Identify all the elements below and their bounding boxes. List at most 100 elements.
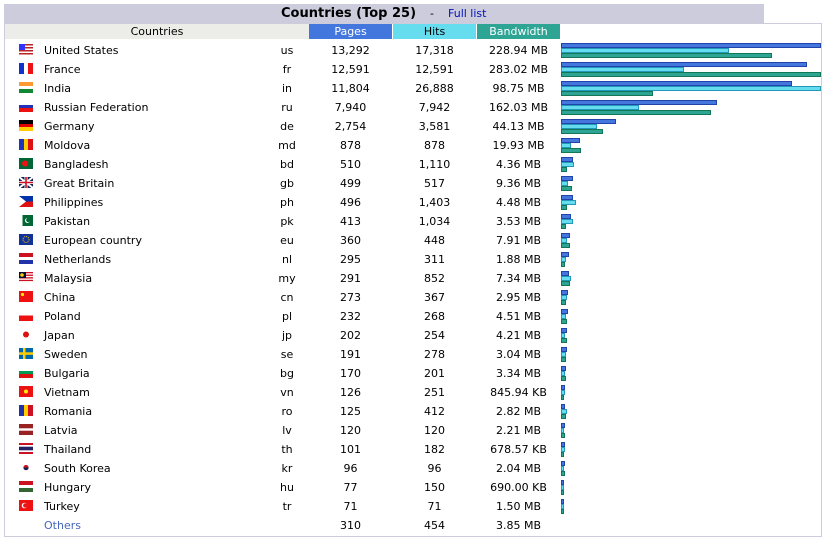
pages-value: 120	[340, 424, 361, 437]
pages-bar	[561, 423, 565, 428]
pages-value: 125	[340, 405, 361, 418]
countries-table: Countries Pages Hits Bandwidth United St…	[4, 23, 822, 537]
table-row: China cn 273 367 2.95 MB	[5, 288, 823, 307]
pages-bar	[561, 461, 565, 466]
pages-value: 12,591	[331, 63, 370, 76]
lv-flag-icon	[19, 424, 33, 435]
bandwidth-bar	[561, 281, 570, 286]
pages-value: 499	[340, 177, 361, 190]
full-list-link[interactable]: Full list	[448, 7, 487, 20]
section-title: Countries (Top 25)	[281, 6, 417, 21]
kr-flag-icon	[19, 462, 33, 473]
usage-bars	[561, 119, 823, 134]
country-name: South Korea	[44, 462, 111, 475]
hits-bar	[561, 295, 567, 300]
hits-value: 7,942	[418, 101, 451, 114]
table-row: Latvia lv 120 120 2.21 MB	[5, 421, 823, 440]
bandwidth-bar	[561, 452, 564, 457]
gb-flag-icon	[18, 176, 34, 189]
usage-bars	[561, 195, 823, 210]
header-bandwidth: Bandwidth	[477, 24, 560, 39]
table-row: Thailand th 101 182 678.57 KB	[5, 440, 823, 459]
bandwidth-value: 162.03 MB	[488, 101, 549, 114]
bandwidth-value: 2.95 MB	[495, 291, 542, 304]
hits-value: 96	[427, 462, 442, 475]
bg-flag-icon	[19, 367, 33, 378]
usage-bars	[561, 62, 823, 77]
table-row: Hungary hu 77 150 690.00 KB	[5, 478, 823, 497]
country-name: Hungary	[44, 481, 91, 494]
country-code: us	[280, 44, 294, 57]
usage-bars	[561, 423, 823, 438]
table-row: European country eu 360 448 7.91 MB	[5, 231, 823, 250]
table-row: Great Britain gb 499 517 9.36 MB	[5, 174, 823, 193]
bandwidth-bar	[561, 490, 564, 495]
pages-bar	[561, 480, 564, 485]
pages-value: 77	[343, 481, 358, 494]
us-flag-icon	[19, 44, 33, 55]
bandwidth-value: 3.85 MB	[495, 519, 542, 532]
bandwidth-value: 19.93 MB	[492, 139, 545, 152]
country-code: kr	[281, 462, 293, 475]
country-code: se	[280, 348, 294, 361]
pages-value: 191	[340, 348, 361, 361]
hits-value: 517	[424, 177, 445, 190]
md-flag-icon	[19, 139, 33, 150]
pages-bar	[561, 347, 567, 352]
bandwidth-value: 3.53 MB	[495, 215, 542, 228]
table-row: Sweden se 191 278 3.04 MB	[5, 345, 823, 364]
title-separator: -	[430, 7, 434, 20]
hits-value: 251	[424, 386, 445, 399]
bandwidth-value: 2.04 MB	[495, 462, 542, 475]
hits-value: 878	[424, 139, 445, 152]
de-flag-icon	[19, 120, 33, 131]
country-name: Pakistan	[44, 215, 91, 228]
pages-value: 295	[340, 253, 361, 266]
vn-flag-icon	[19, 386, 33, 397]
usage-bars	[561, 233, 823, 248]
bandwidth-value: 283.02 MB	[488, 63, 549, 76]
bandwidth-value: 9.36 MB	[495, 177, 542, 190]
in-flag-icon	[19, 82, 33, 93]
hits-value: 454	[424, 519, 445, 532]
hits-value: 1,034	[418, 215, 451, 228]
pages-value: 71	[343, 500, 358, 513]
pages-bar	[561, 233, 570, 238]
bandwidth-value: 690.00 KB	[490, 481, 547, 494]
bandwidth-value: 1.50 MB	[495, 500, 542, 513]
bandwidth-value: 4.51 MB	[495, 310, 542, 323]
hits-value: 26,888	[415, 82, 454, 95]
country-code: ru	[281, 101, 293, 114]
bandwidth-bar	[561, 148, 581, 153]
bandwidth-value: 98.75 MB	[492, 82, 545, 95]
pages-bar	[561, 138, 580, 143]
country-code: pk	[280, 215, 294, 228]
usage-bars	[561, 138, 823, 153]
pages-value: 413	[340, 215, 361, 228]
hits-bar	[561, 143, 571, 148]
country-code: nl	[281, 253, 293, 266]
bandwidth-bar	[561, 167, 567, 172]
pages-bar	[561, 385, 565, 390]
pages-bar	[561, 195, 573, 200]
country-name: European country	[44, 234, 142, 247]
country-code: th	[281, 443, 293, 456]
country-name: Philippines	[44, 196, 104, 209]
table-row: Japan jp 202 254 4.21 MB	[5, 326, 823, 345]
country-code: md	[278, 139, 296, 152]
country-name: China	[44, 291, 76, 304]
header-countries: Countries	[5, 24, 309, 39]
usage-bars	[561, 252, 823, 267]
table-row: Malaysia my 291 852 7.34 MB	[5, 269, 823, 288]
tr-flag-icon	[19, 500, 33, 511]
country-code: jp	[281, 329, 293, 342]
bandwidth-bar	[561, 53, 772, 58]
hits-value: 1,110	[418, 158, 451, 171]
hits-value: 12,591	[415, 63, 454, 76]
hits-value: 852	[424, 272, 445, 285]
country-code: bd	[280, 158, 294, 171]
pages-bar	[561, 214, 571, 219]
pages-value: 496	[340, 196, 361, 209]
bandwidth-bar	[561, 433, 565, 438]
hits-value: 182	[424, 443, 445, 456]
